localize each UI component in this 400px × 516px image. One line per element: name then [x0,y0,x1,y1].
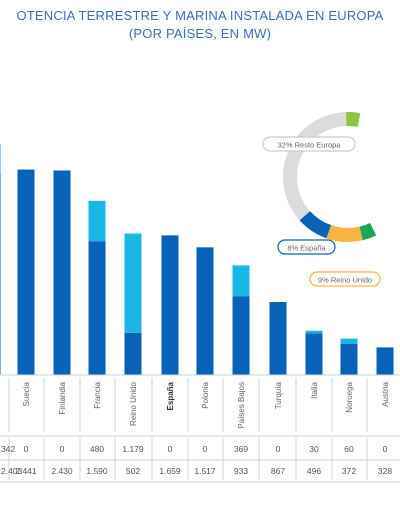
table-cell: 1.590 [86,466,108,476]
table-cell: 2.441 [15,466,37,476]
donut-slice-other-bottom [359,222,377,241]
category-label: Austria [381,381,390,406]
donut-label-box [262,136,356,152]
chart-subtitle: (POR PAÍSES, EN MW) [128,26,272,41]
category-label: Suecia [22,381,31,406]
bar-segment-dark [88,241,106,375]
bar-segment-dark [305,333,323,375]
bar-segment-dark [376,347,394,375]
donut-label: 9% Reino Unido [318,276,372,285]
bar-segment-light [305,330,323,334]
table-cell: 1.179 [122,444,144,454]
category-label: Italia [310,381,319,398]
table-cell: 0 [383,444,388,454]
table-cell: 0 [276,444,281,454]
donut-chart: 32% Resto Europa 8% España 9% Reino Unido [262,112,381,287]
table-cell: 328 [378,466,392,476]
bar-chart [0,143,394,375]
donut-slice-resto-europa [283,112,361,221]
bar-segment-dark [269,302,287,375]
table-cell: 60 [344,444,354,454]
table-cell: 0 [203,444,208,454]
bar-segment-light [340,338,358,344]
category-label: Países Bajos [237,382,246,429]
bar-segment-dark [17,169,35,375]
table-cell: 502 [126,466,140,476]
table-cell: 342 [1,444,15,454]
category-label: España [166,381,175,410]
table-cell: 1.659 [159,466,181,476]
donut-label: 8% España [287,244,326,253]
table-cell: 1.517 [194,466,216,476]
table-cell: 0 [168,444,173,454]
bar-segment-light [88,200,106,242]
bar-segment-light [124,233,142,333]
category-axis: Suecia Finlandia Francia Reino Unido España P… [0,374,400,432]
table-cell: 30 [309,444,319,454]
donut-slice-other-top [346,112,361,127]
donut-label: 32% Resto Europa [278,141,342,150]
bar-segment-light [0,143,1,173]
donut-slice-espana [299,210,332,239]
table-cell: 372 [342,466,356,476]
category-label: Turquía [274,381,283,409]
category-label: Francia [93,381,102,408]
table-cell: 867 [271,466,285,476]
bar-segment-dark [232,296,250,375]
donut-label-box [277,239,336,255]
bar-segment-dark [161,235,179,375]
bar-segment-dark [340,343,358,375]
bar-segment-dark [0,172,1,375]
table-cell: 369 [234,444,248,454]
category-label: Polonia [201,381,210,408]
table-cell: 2.403 [1,466,23,476]
category-label: Reino Unido [129,381,138,426]
bar-segment-dark [124,332,142,375]
donut-slice-reino-unido [326,225,363,242]
category-label: Noruega [345,381,354,412]
chart-title: OTENCIA TERRESTRE Y MARINA INSTALADA EN … [16,8,384,23]
table-cell: 0 [24,444,29,454]
table-cell: 933 [234,466,248,476]
bar-segment-dark [196,247,214,375]
bar-segment-light [232,265,250,297]
table-cell: 480 [90,444,104,454]
table-cell: 2.430 [51,466,73,476]
category-label: Finlandia [58,381,67,414]
table-cell: 0 [60,444,65,454]
table-cell: 496 [307,466,321,476]
bar-segment-dark [53,170,71,375]
donut-label-box [309,271,381,287]
